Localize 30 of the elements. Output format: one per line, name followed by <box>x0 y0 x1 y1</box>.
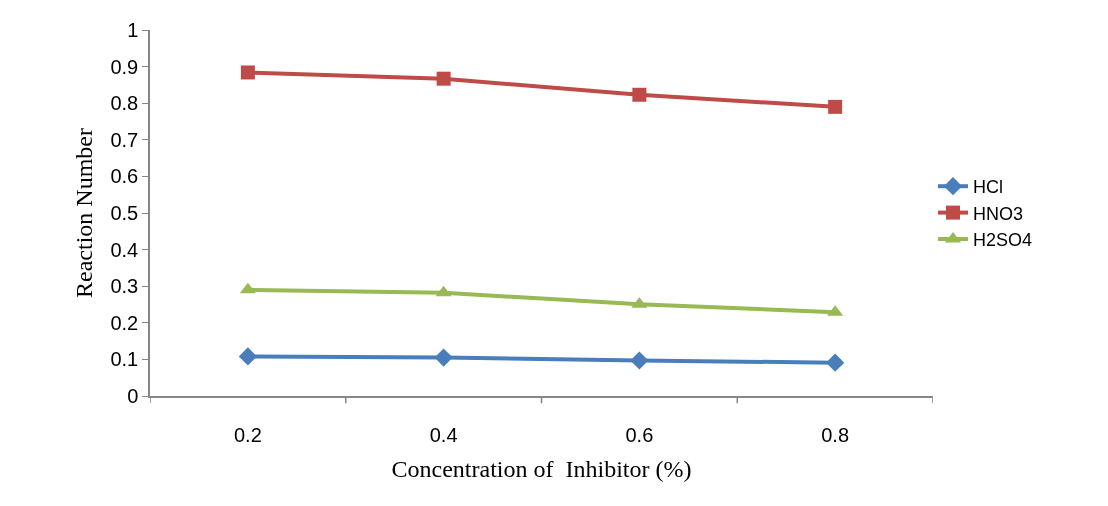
y-tick-label: 0.3 <box>110 275 139 298</box>
point <box>630 351 649 370</box>
legend-label: HCl <box>973 177 1003 198</box>
y-tick-label: 0 <box>127 385 139 407</box>
y-tick-label: 0.5 <box>110 202 139 224</box>
point <box>828 99 843 114</box>
point <box>434 348 453 367</box>
point <box>240 65 255 80</box>
y-tick-label: 1 <box>127 19 139 41</box>
point <box>435 285 452 297</box>
y-tick-label: 0.2 <box>110 311 139 334</box>
y-tick-label: 0.9 <box>110 55 139 78</box>
point <box>632 87 647 102</box>
x-axis-title: Concentration of Inhibitor (%) <box>391 455 692 482</box>
legend-label: HNO3 <box>973 203 1024 224</box>
point <box>436 71 451 86</box>
y-tick-label: 0.8 <box>110 92 139 115</box>
legend-label: H2SO4 <box>973 230 1033 251</box>
point <box>238 347 257 366</box>
y-tick-label: 0.7 <box>110 128 139 151</box>
y-tick-label: 0.4 <box>110 238 139 261</box>
y-tick-label: 0.6 <box>110 165 139 188</box>
x-tick-label: 0.4 <box>429 423 458 446</box>
x-tick-label: 0.2 <box>233 423 262 446</box>
x-tick-label: 0.6 <box>625 423 654 446</box>
point <box>826 353 845 372</box>
point <box>239 282 256 294</box>
x-tick-label: 0.8 <box>821 423 850 446</box>
y-tick-label: 0.1 <box>110 348 139 371</box>
y-axis-title: Reaction Number <box>70 128 97 298</box>
